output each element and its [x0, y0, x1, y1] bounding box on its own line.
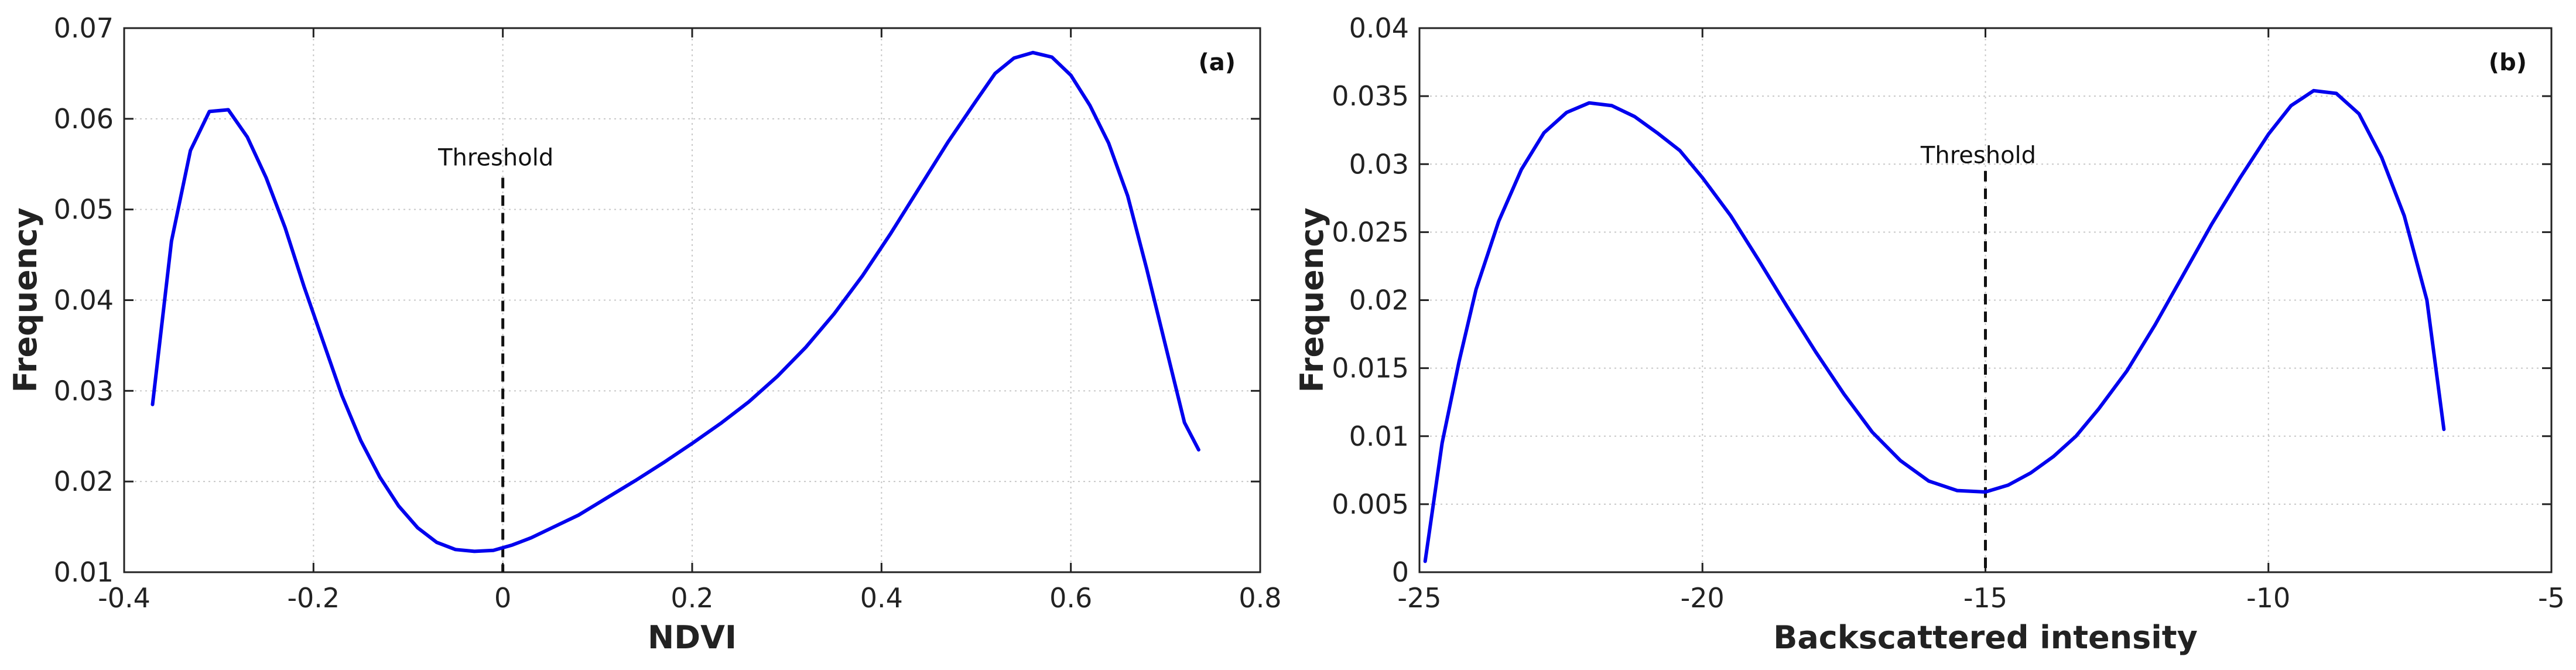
x-tick-label: -25: [1397, 582, 1441, 614]
x-tick-label: 0.4: [860, 582, 903, 614]
y-tick-label: 0.005: [1332, 488, 1409, 520]
x-axis-label: Backscattered intensity: [1773, 619, 2198, 656]
y-tick-label: 0.07: [54, 12, 114, 44]
y-tick-label: 0.04: [54, 285, 114, 316]
y-axis-label: Frequency: [1294, 207, 1330, 392]
y-tick-label: 0.02: [54, 466, 114, 497]
x-tick-label: -0.4: [98, 582, 150, 614]
panel-a: -0.4 -0.2 0 0.2 0.4 0.6 0.8 0.01 0.02 0.03 0.04 0.0…: [7, 12, 1282, 656]
y-tick-label: 0.01: [1349, 421, 1409, 452]
panel-label: (b): [2489, 49, 2527, 76]
x-tick-label: 0.2: [670, 582, 713, 614]
x-axis-label: NDVI: [648, 619, 737, 656]
y-tick-label: 0.015: [1332, 353, 1409, 384]
x-tick-label: 0.8: [1239, 582, 1281, 614]
y-tick-label: 0.035: [1332, 80, 1409, 112]
grid: [124, 28, 1260, 572]
y-tick-label: 0.02: [1349, 285, 1409, 316]
x-tick-label: -20: [1681, 582, 1725, 614]
panel-b: -25 -20 -15 -10 -5 0 0.005 0.01 0.015 0.02 0.025 0.…: [1294, 12, 2565, 656]
x-tick-label: -15: [1963, 582, 2007, 614]
y-tick-label: 0.03: [1349, 148, 1409, 180]
y-tick-label: 0.025: [1332, 216, 1409, 248]
threshold-label: Threshold: [437, 145, 553, 172]
x-tick-label: -5: [2538, 582, 2565, 614]
y-tick-label: 0.06: [54, 103, 114, 135]
panel-label: (a): [1198, 49, 1236, 76]
y-tick-label: 0.04: [1349, 12, 1409, 44]
y-axis-label: Frequency: [7, 207, 44, 392]
y-tick-label: 0.05: [54, 194, 114, 225]
x-tick-label: -0.2: [287, 582, 340, 614]
y-tick-label: 0.03: [54, 375, 114, 406]
y-tick-label: 0.01: [54, 556, 114, 588]
x-tick-label: 0.6: [1049, 582, 1092, 614]
x-tick-label: -10: [2246, 582, 2290, 614]
series-line-0: [150, 50, 1200, 553]
grid: [1419, 28, 2551, 572]
threshold-label: Threshold: [1920, 142, 2036, 169]
series-line-0: [1423, 88, 2446, 563]
x-tick-label: 0: [494, 582, 511, 614]
y-tick-label: 0: [1392, 556, 1409, 588]
